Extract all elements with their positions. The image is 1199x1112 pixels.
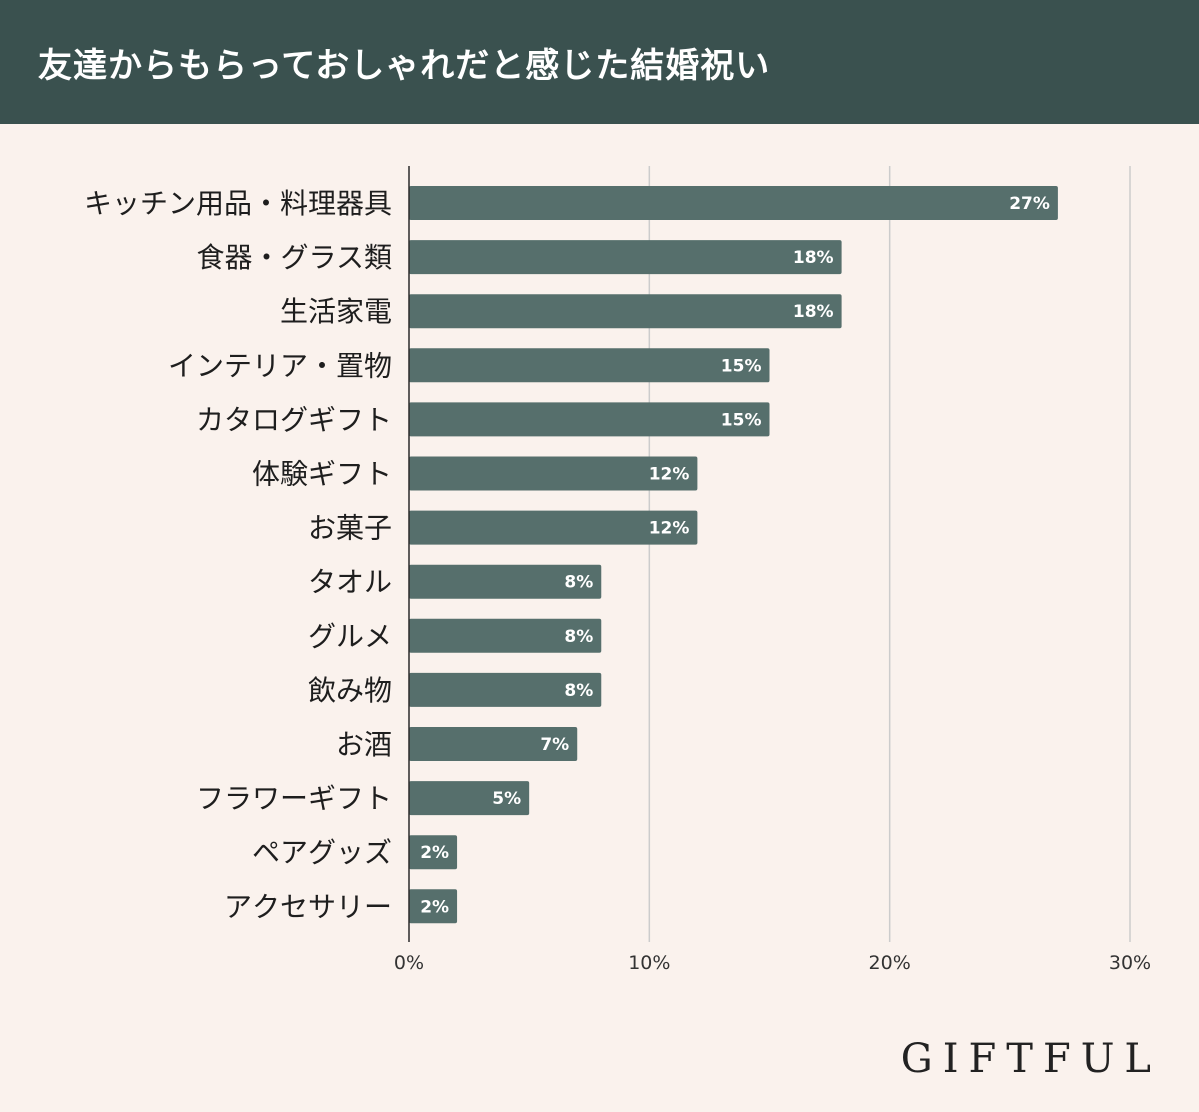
category-label: タオル bbox=[308, 566, 392, 599]
bar bbox=[409, 186, 1058, 220]
data-label: 7% bbox=[540, 735, 569, 755]
category-label: アクセサリー bbox=[224, 890, 392, 923]
bar bbox=[409, 564, 602, 599]
header-banner: 友達からもらっておしゃれだと感じた結婚祝い bbox=[0, 0, 1199, 124]
data-label: 27% bbox=[1009, 194, 1050, 214]
data-label: 2% bbox=[420, 843, 449, 863]
bar bbox=[409, 402, 770, 437]
category-label: キッチン用品・料理器具 bbox=[84, 187, 392, 220]
data-label: 8% bbox=[564, 627, 593, 647]
category-label: グルメ bbox=[308, 620, 392, 653]
category-label: お酒 bbox=[336, 728, 392, 761]
bar bbox=[409, 781, 530, 816]
x-tick-label: 20% bbox=[869, 952, 911, 974]
category-label: お菓子 bbox=[308, 512, 392, 545]
category-label: インテリア・置物 bbox=[168, 349, 392, 382]
category-label: カタログギフト bbox=[196, 403, 392, 436]
data-label: 18% bbox=[793, 302, 834, 322]
category-label: 生活家電 bbox=[280, 295, 392, 328]
bar bbox=[409, 835, 458, 870]
bar-chart: キッチン用品・料理器具 27% 食器・グラス類 18% 生活家電 18% インテリア・置物 1… bbox=[84, 166, 1151, 974]
data-label: 15% bbox=[721, 356, 762, 376]
bar bbox=[409, 727, 578, 761]
bar bbox=[409, 240, 842, 275]
data-label: 8% bbox=[564, 573, 593, 593]
bar bbox=[409, 348, 770, 383]
x-tick-label: 0% bbox=[394, 952, 424, 974]
giftful-logo: GIFTFUL bbox=[900, 1036, 1161, 1082]
bar bbox=[409, 294, 842, 329]
category-label: 体験ギフト bbox=[252, 458, 392, 491]
category-label: 食器・グラス類 bbox=[197, 241, 392, 274]
data-label: 12% bbox=[649, 519, 690, 539]
category-label: フラワーギフト bbox=[196, 782, 392, 815]
category-label: ペアグッズ bbox=[252, 836, 392, 869]
bar bbox=[409, 889, 458, 924]
bar bbox=[409, 618, 602, 653]
data-label: 12% bbox=[649, 465, 690, 485]
data-label: 2% bbox=[420, 897, 449, 917]
bar bbox=[409, 672, 602, 707]
data-label: 8% bbox=[564, 681, 593, 701]
data-label: 18% bbox=[793, 248, 834, 268]
data-label: 15% bbox=[721, 410, 762, 430]
data-label: 5% bbox=[492, 789, 521, 809]
chart-title: 友達からもらっておしゃれだと感じた結婚祝い bbox=[38, 46, 771, 86]
category-label: 飲み物 bbox=[308, 674, 392, 707]
x-tick-label: 10% bbox=[628, 952, 670, 974]
x-tick-label: 30% bbox=[1109, 952, 1151, 974]
bar bbox=[409, 510, 698, 545]
bar bbox=[409, 456, 698, 491]
